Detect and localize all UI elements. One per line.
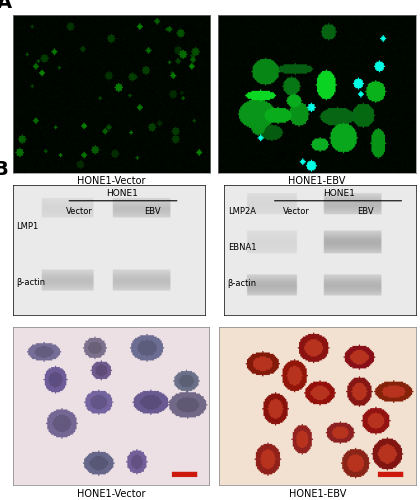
Text: β-actin: β-actin (16, 278, 45, 287)
Text: EBV: EBV (357, 208, 374, 216)
Text: EBNA1: EBNA1 (228, 243, 256, 252)
X-axis label: HONE1-Vector: HONE1-Vector (77, 489, 145, 499)
Text: LMP2A: LMP2A (228, 206, 256, 216)
Text: HONE1: HONE1 (323, 189, 355, 198)
X-axis label: HONE1-EBV: HONE1-EBV (288, 176, 346, 186)
X-axis label: HONE1-Vector: HONE1-Vector (77, 176, 146, 186)
Text: EBV: EBV (144, 208, 161, 216)
Text: HONE1: HONE1 (106, 189, 138, 198)
Text: Vector: Vector (66, 208, 93, 216)
Text: β-actin: β-actin (228, 279, 257, 288)
Text: Vector: Vector (284, 208, 310, 216)
Text: B: B (0, 160, 8, 179)
X-axis label: HONE1-EBV: HONE1-EBV (289, 489, 346, 499)
Text: A: A (0, 0, 12, 12)
Text: LMP1: LMP1 (16, 222, 39, 231)
